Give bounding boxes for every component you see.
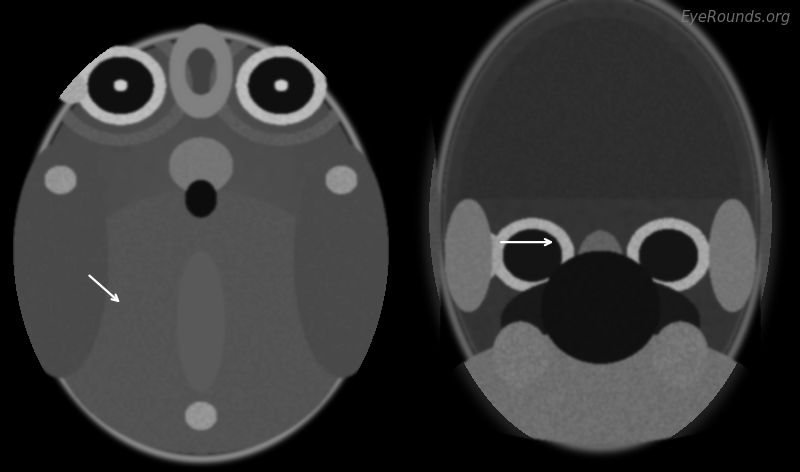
Text: EyeRounds.org: EyeRounds.org <box>680 10 790 25</box>
